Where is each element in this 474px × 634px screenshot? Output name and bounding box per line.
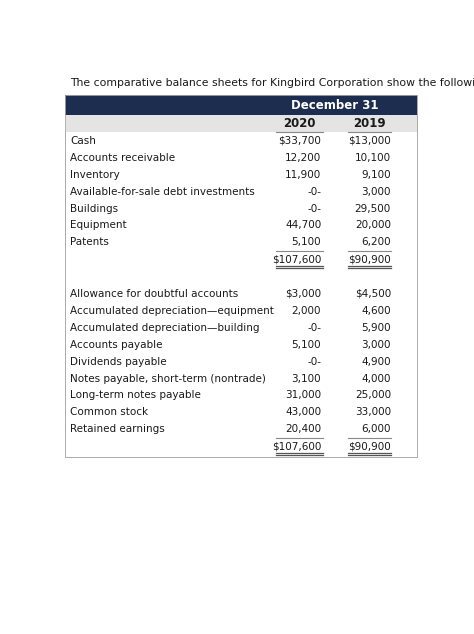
- Text: $107,600: $107,600: [272, 441, 321, 451]
- Text: 20,400: 20,400: [285, 424, 321, 434]
- Text: 25,000: 25,000: [355, 391, 391, 401]
- Text: 4,600: 4,600: [361, 306, 391, 316]
- Text: Equipment: Equipment: [70, 221, 127, 231]
- Text: -0-: -0-: [307, 356, 321, 366]
- Text: December 31: December 31: [291, 99, 378, 112]
- Text: Accumulated depreciation—equipment: Accumulated depreciation—equipment: [70, 306, 274, 316]
- Bar: [65, 95, 417, 457]
- Text: 6,200: 6,200: [361, 237, 391, 247]
- Text: 44,700: 44,700: [285, 221, 321, 231]
- Text: Notes payable, short-term (nontrade): Notes payable, short-term (nontrade): [70, 373, 266, 384]
- Text: -0-: -0-: [307, 204, 321, 214]
- Text: $33,700: $33,700: [278, 136, 321, 146]
- Text: Patents: Patents: [70, 237, 109, 247]
- Text: 10,100: 10,100: [355, 153, 391, 163]
- Text: Allowance for doubtful accounts: Allowance for doubtful accounts: [70, 289, 238, 299]
- Text: 20,000: 20,000: [355, 221, 391, 231]
- Text: Buildings: Buildings: [70, 204, 118, 214]
- Text: 6,000: 6,000: [362, 424, 391, 434]
- Text: 5,100: 5,100: [292, 237, 321, 247]
- Text: $13,000: $13,000: [348, 136, 391, 146]
- Text: 33,000: 33,000: [355, 408, 391, 417]
- Text: 2,000: 2,000: [292, 306, 321, 316]
- Text: $90,900: $90,900: [348, 441, 391, 451]
- Text: Cash: Cash: [70, 136, 96, 146]
- Text: 31,000: 31,000: [285, 391, 321, 401]
- Text: 5,900: 5,900: [361, 323, 391, 333]
- Text: 5,100: 5,100: [292, 340, 321, 350]
- Text: Retained earnings: Retained earnings: [70, 424, 165, 434]
- Text: 2019: 2019: [353, 117, 385, 131]
- Text: Common stock: Common stock: [70, 408, 148, 417]
- Text: 4,900: 4,900: [361, 356, 391, 366]
- Text: 4,000: 4,000: [362, 373, 391, 384]
- Text: -0-: -0-: [307, 186, 321, 197]
- Bar: [65, 95, 417, 115]
- Text: 12,200: 12,200: [285, 153, 321, 163]
- Text: 43,000: 43,000: [285, 408, 321, 417]
- Text: $90,900: $90,900: [348, 254, 391, 264]
- Bar: [65, 115, 417, 133]
- Text: Accounts payable: Accounts payable: [70, 340, 163, 350]
- Text: 11,900: 11,900: [285, 170, 321, 179]
- Text: Available-for-sale debt investments: Available-for-sale debt investments: [70, 186, 255, 197]
- Text: Accounts receivable: Accounts receivable: [70, 153, 175, 163]
- Text: 3,000: 3,000: [362, 340, 391, 350]
- Text: 9,100: 9,100: [361, 170, 391, 179]
- Text: $3,000: $3,000: [285, 289, 321, 299]
- Text: 3,100: 3,100: [292, 373, 321, 384]
- Text: The comparative balance sheets for Kingbird Corporation show the following infor: The comparative balance sheets for Kingb…: [70, 77, 474, 87]
- Text: Long-term notes payable: Long-term notes payable: [70, 391, 201, 401]
- Bar: [65, 95, 417, 457]
- Text: 29,500: 29,500: [355, 204, 391, 214]
- Text: -0-: -0-: [307, 323, 321, 333]
- Text: $107,600: $107,600: [272, 254, 321, 264]
- Text: 3,000: 3,000: [362, 186, 391, 197]
- Text: Dividends payable: Dividends payable: [70, 356, 167, 366]
- Text: $4,500: $4,500: [355, 289, 391, 299]
- Text: 2020: 2020: [283, 117, 316, 131]
- Text: Inventory: Inventory: [70, 170, 120, 179]
- Text: Accumulated depreciation—building: Accumulated depreciation—building: [70, 323, 260, 333]
